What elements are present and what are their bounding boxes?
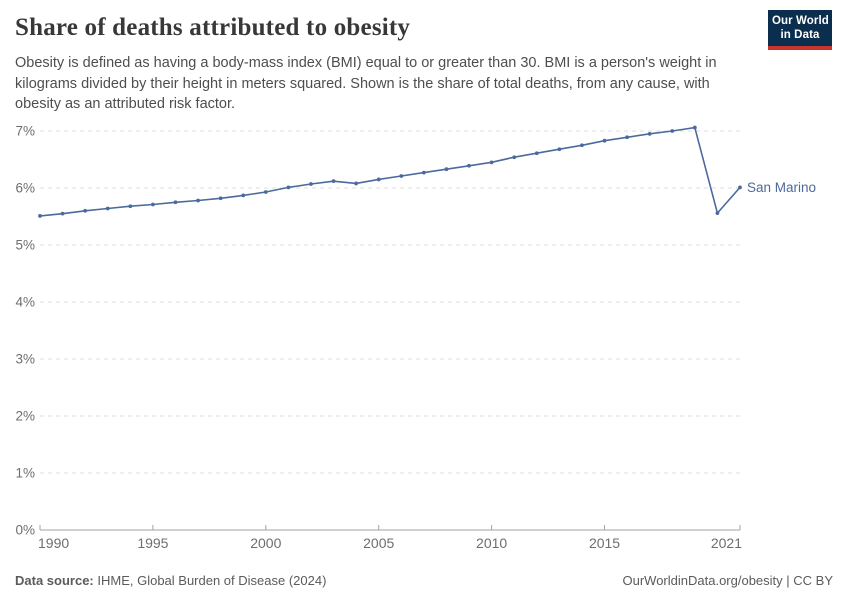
- series-end-label: San Marino: [747, 180, 816, 195]
- data-point-marker: [580, 143, 584, 148]
- x-tick-label: 2015: [589, 535, 620, 551]
- chart-plot-area: 0% 1% 2% 3% 4% 5% 6% 7% 1990 1995 2000 2005 2010 2015…: [15, 124, 816, 552]
- data-point-marker: [83, 208, 88, 213]
- data-point-marker: [399, 174, 404, 178]
- data-point-marker: [128, 204, 133, 209]
- chart-footer: Data source: IHME, Global Burden of Dise…: [15, 573, 833, 588]
- y-tick-label: 0%: [15, 523, 35, 538]
- y-tick-label: 3%: [15, 352, 35, 367]
- data-source-label: Data source:: [15, 573, 94, 588]
- line-chart: 0% 1% 2% 3% 4% 5% 6% 7% 1990 1995 2000 2005 2010 2015…: [0, 115, 850, 555]
- y-tick-label: 7%: [15, 124, 35, 139]
- data-point-marker: [489, 160, 494, 165]
- x-tick-label: 2005: [363, 535, 394, 551]
- data-point-marker: [173, 200, 178, 205]
- data-point-marker: [715, 211, 720, 215]
- data-point-marker: [738, 185, 742, 190]
- data-point-marker: [241, 193, 246, 198]
- data-point-marker: [151, 202, 155, 207]
- data-point-marker: [218, 196, 223, 201]
- y-tick-label: 4%: [15, 295, 35, 310]
- data-point-marker: [444, 167, 449, 172]
- data-point-marker: [647, 131, 652, 136]
- data-point-marker: [196, 198, 200, 203]
- data-point-marker: [421, 170, 426, 175]
- data-point-marker: [467, 163, 471, 168]
- x-tick-label: 1995: [137, 535, 168, 551]
- data-point-marker: [309, 182, 313, 186]
- data-point-marker: [692, 125, 697, 130]
- y-tick-label: 1%: [15, 466, 35, 481]
- data-point-marker: [376, 177, 381, 182]
- x-tick-label: 1990: [38, 535, 69, 551]
- x-tick-label: 2010: [476, 535, 507, 551]
- data-point-marker: [534, 151, 539, 156]
- page-title: Share of deaths attributed to obesity: [15, 14, 411, 41]
- data-point-marker: [512, 155, 517, 160]
- data-point-marker: [331, 179, 336, 184]
- y-tick-label: 6%: [15, 181, 35, 196]
- data-point-marker: [263, 190, 268, 194]
- data-point-marker: [105, 206, 110, 211]
- x-tick-label: 2021: [711, 535, 742, 551]
- x-tick-label: 2000: [250, 535, 281, 551]
- license-note: OurWorldinData.org/obesity | CC BY: [622, 573, 834, 588]
- data-point-marker: [60, 211, 65, 216]
- data-point-marker: [38, 214, 42, 218]
- data-point-marker: [557, 147, 562, 152]
- y-tick-label: 2%: [15, 409, 35, 424]
- chart-subtitle: Obesity is defined as having a body-mass…: [15, 55, 717, 113]
- data-source-note: Data source: IHME, Global Burden of Dise…: [15, 573, 326, 588]
- owid-logo-text-line1: Our World: [772, 15, 829, 27]
- series-line-san-marino: [39, 126, 741, 217]
- data-point-marker: [286, 185, 291, 190]
- data-point-marker: [670, 129, 675, 133]
- data-point-marker: [354, 181, 359, 186]
- owid-logo: Our World in Data: [768, 10, 832, 51]
- owid-logo-text-line2: in Data: [780, 28, 820, 41]
- data-point-marker: [602, 138, 607, 143]
- y-tick-label: 5%: [15, 238, 35, 253]
- data-point-marker: [625, 135, 629, 140]
- data-source-text: IHME, Global Burden of Disease (2024): [93, 573, 327, 588]
